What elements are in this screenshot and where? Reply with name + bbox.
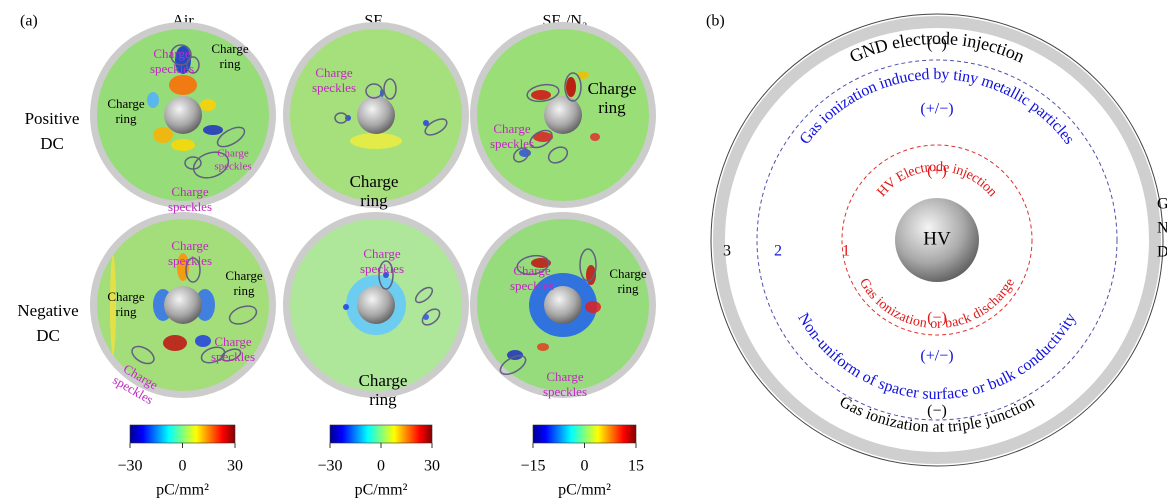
map-label: Charge bbox=[225, 268, 263, 283]
map-label: Charge bbox=[211, 41, 249, 56]
map-label: speckles bbox=[211, 349, 255, 364]
electrode bbox=[357, 96, 395, 134]
map-label: speckles bbox=[150, 61, 194, 76]
colorbar bbox=[130, 425, 235, 443]
colorbar-tick-label: −30 bbox=[317, 458, 342, 475]
map-label: Charge bbox=[107, 96, 145, 111]
row-label: DC bbox=[40, 134, 64, 153]
charge-blob bbox=[585, 301, 601, 313]
map-label: ring bbox=[618, 281, 639, 296]
edge-text: D bbox=[1157, 244, 1167, 261]
map-label: Charge bbox=[588, 79, 637, 98]
charge-blob bbox=[531, 90, 551, 100]
charge-blob bbox=[537, 343, 549, 351]
sign: (+) bbox=[927, 163, 947, 180]
charge-blob bbox=[350, 133, 402, 149]
charge-blob bbox=[203, 125, 223, 135]
map-label: ring bbox=[598, 98, 626, 117]
edge-text: N bbox=[1157, 220, 1167, 237]
colorbar-unit: pC/mm² bbox=[355, 482, 408, 499]
map-label: Charge bbox=[350, 172, 399, 191]
map-label: Charge bbox=[217, 148, 249, 160]
charge-blob bbox=[200, 99, 216, 111]
map-label: speckles bbox=[168, 199, 212, 214]
sign: (+/−) bbox=[920, 101, 953, 118]
region-label: 3 bbox=[723, 243, 731, 260]
map-label: Charge bbox=[359, 371, 408, 390]
map-label: Charge bbox=[171, 238, 209, 253]
colorbar-tick-label: 30 bbox=[424, 458, 440, 475]
colorbar-unit: pC/mm² bbox=[156, 482, 209, 499]
map-label: ring bbox=[369, 390, 397, 409]
sign: (−) bbox=[927, 310, 947, 327]
hv-label: HV bbox=[923, 228, 951, 249]
colorbar bbox=[330, 425, 432, 443]
map-label: ring bbox=[360, 191, 388, 210]
map-label: speckles bbox=[168, 253, 212, 268]
row-label: Negative bbox=[17, 301, 78, 320]
panel-label: (a) bbox=[20, 13, 38, 30]
map-label: speckles bbox=[214, 161, 251, 173]
charge-blob bbox=[590, 133, 600, 141]
colorbar-tick-label: 0 bbox=[377, 458, 385, 475]
edge-text: G bbox=[1157, 196, 1167, 213]
map-label: Charge bbox=[546, 369, 584, 384]
charge-blob bbox=[343, 304, 349, 310]
charge-blob bbox=[171, 139, 195, 151]
map-label: speckles bbox=[490, 136, 534, 151]
figure: HV GND electrode injection Gas ionizatio… bbox=[0, 0, 1167, 501]
colorbar-tick-label: 30 bbox=[227, 458, 243, 475]
electrode bbox=[357, 286, 395, 324]
colorbar-unit: pC/mm² bbox=[558, 482, 611, 499]
map-label: speckles bbox=[510, 278, 554, 293]
electrode bbox=[164, 286, 202, 324]
colorbars: −30 0 30 pC/mm² −30 0 30 pC/mm² −15 0 15 pC/mm² bbox=[117, 425, 644, 499]
map-label: ring bbox=[234, 283, 255, 298]
colorbar-tick-label: −30 bbox=[117, 458, 142, 475]
region-label: 2 bbox=[774, 243, 782, 260]
map-label: Charge bbox=[363, 246, 401, 261]
charge-blob bbox=[163, 335, 187, 351]
charge-blob bbox=[147, 92, 159, 108]
sign: (+/−) bbox=[920, 348, 953, 365]
map-label: speckles bbox=[312, 80, 356, 95]
colorbar bbox=[533, 425, 636, 443]
map-label: Charge bbox=[214, 334, 252, 349]
region-label: 1 bbox=[842, 243, 850, 260]
map-label: ring bbox=[116, 304, 137, 319]
colorbar-tick-label: 15 bbox=[628, 458, 644, 475]
charge-blob bbox=[195, 335, 211, 347]
sign: (−) bbox=[927, 36, 947, 53]
map-label: Charge bbox=[107, 289, 145, 304]
panel-label: (b) bbox=[706, 13, 725, 30]
map-label: ring bbox=[116, 111, 137, 126]
map-label: Charge bbox=[493, 121, 531, 136]
colorbar-tick-label: −15 bbox=[520, 458, 545, 475]
map-label: speckles bbox=[360, 261, 404, 276]
sign: (−) bbox=[927, 403, 947, 420]
row-label: DC bbox=[36, 326, 60, 345]
row-label: Positive bbox=[25, 109, 80, 128]
map-label: ring bbox=[220, 56, 241, 71]
map-label: Charge bbox=[153, 46, 191, 61]
map-label: Charge bbox=[171, 184, 209, 199]
colorbar-tick-label: 0 bbox=[581, 458, 589, 475]
electrode bbox=[544, 96, 582, 134]
panel-b: HV GND electrode injection Gas ionizatio… bbox=[706, 13, 1167, 466]
charge-blob bbox=[153, 127, 173, 143]
charge-blob bbox=[169, 75, 197, 95]
map-label: Charge bbox=[513, 263, 551, 278]
colorbar-tick-label: 0 bbox=[179, 458, 187, 475]
map-label: Charge bbox=[315, 65, 353, 80]
map-label: Charge bbox=[609, 266, 647, 281]
electrode bbox=[164, 96, 202, 134]
charge-blob bbox=[566, 77, 576, 97]
map-label: speckles bbox=[543, 384, 587, 399]
